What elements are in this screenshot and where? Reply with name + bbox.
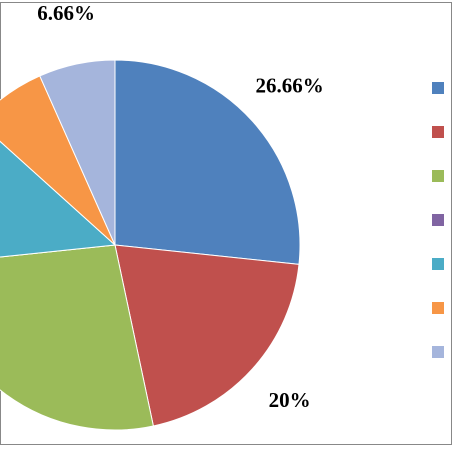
legend-swatch: [432, 126, 444, 138]
data-label: 26.66%: [256, 74, 324, 98]
pie-slice: [39, 59, 116, 246]
pie-slice: [114, 244, 300, 427]
data-label: 6.66%: [37, 1, 95, 25]
pie-slice: [0, 140, 117, 258]
pie-slice: [114, 59, 301, 265]
legend-swatch: [432, 302, 444, 314]
legend-swatch: [432, 170, 444, 182]
data-label: 20%: [269, 388, 311, 412]
legend-swatch: [432, 214, 444, 226]
plot-area: 26.66% 20% 6.66%: [0, 1, 324, 431]
legend-swatch: [432, 258, 444, 270]
pie-slice: [0, 244, 154, 431]
legend-swatch: [432, 82, 444, 94]
legend-swatch: [432, 346, 444, 358]
